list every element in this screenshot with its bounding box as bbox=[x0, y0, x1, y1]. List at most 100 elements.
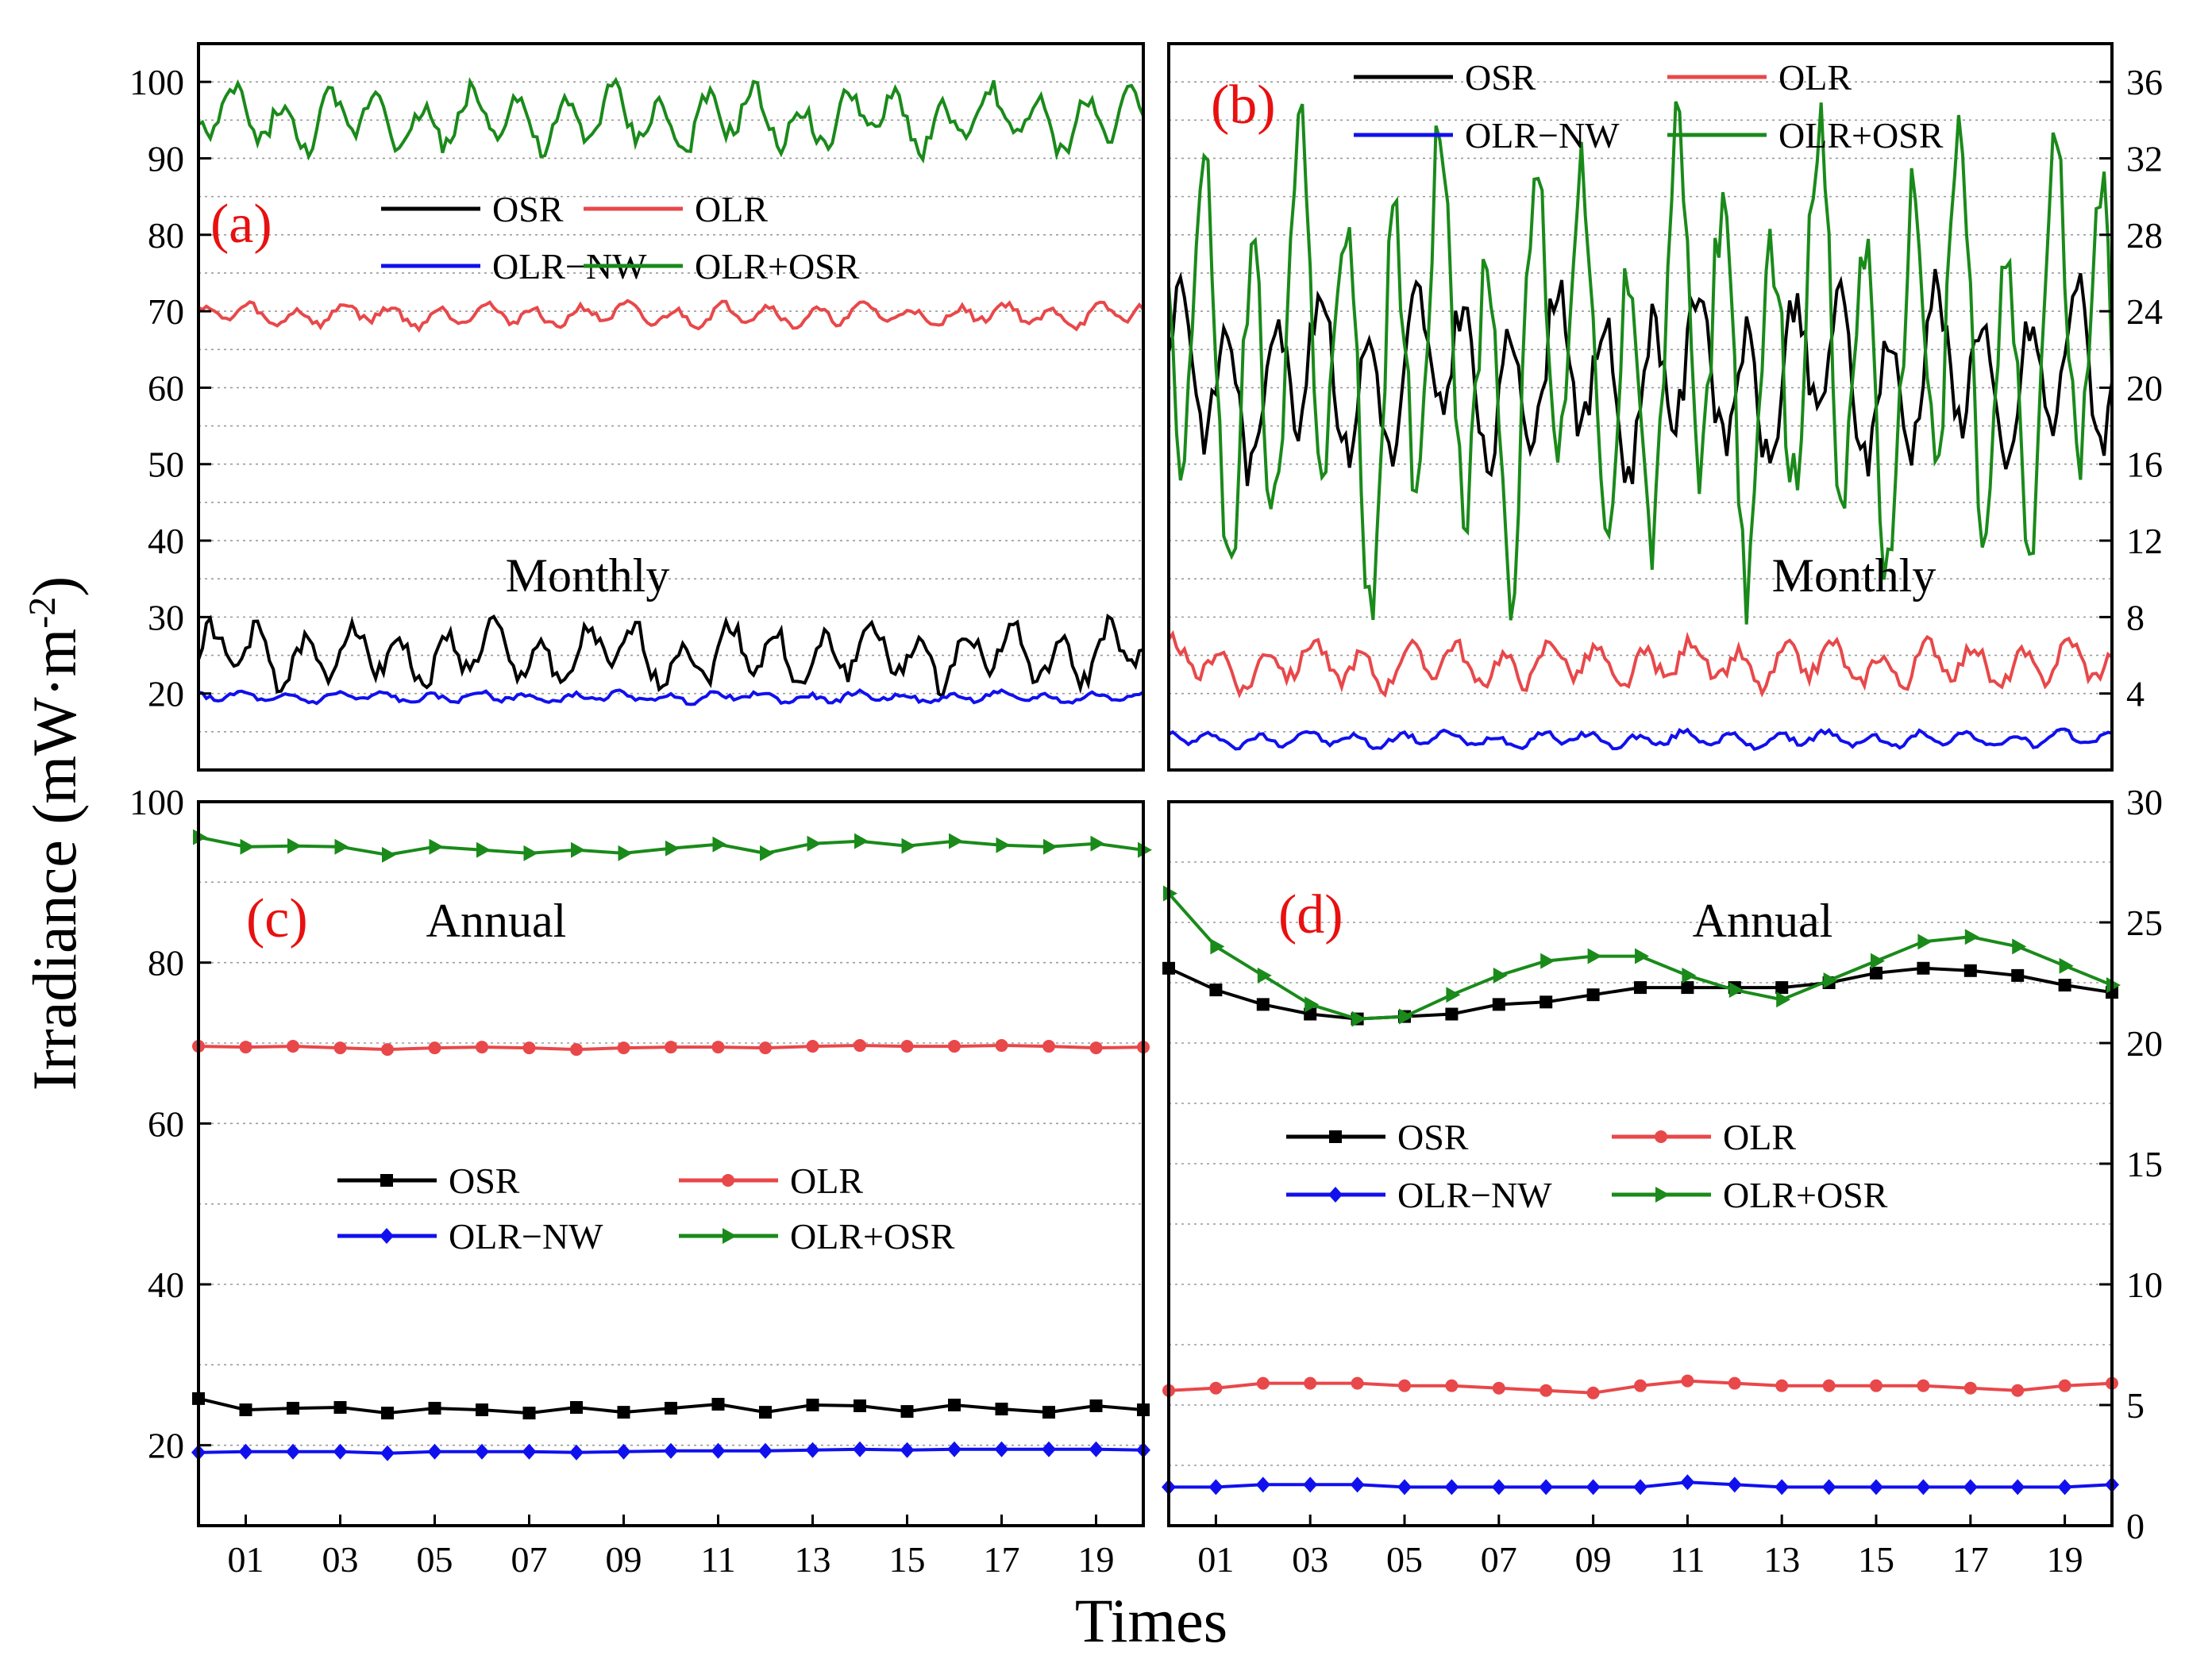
data-point bbox=[617, 1041, 630, 1055]
legend-label: OLR−NW bbox=[1397, 1175, 1552, 1215]
data-point bbox=[1043, 838, 1058, 855]
x-tick-label: 19 bbox=[2047, 1539, 2083, 1580]
data-point bbox=[2011, 968, 2025, 982]
data-point bbox=[239, 1041, 252, 1054]
x-tick-label: 05 bbox=[417, 1539, 453, 1580]
data-point bbox=[1256, 1376, 1270, 1390]
data-point bbox=[1351, 1011, 1366, 1027]
annotation-label: Annual bbox=[426, 895, 567, 947]
y-tick-label: 80 bbox=[148, 943, 184, 984]
panel-label: (a) bbox=[210, 194, 272, 255]
data-point bbox=[1445, 1007, 1459, 1021]
x-tick-label: 13 bbox=[795, 1539, 831, 1580]
data-point bbox=[1586, 988, 1600, 1002]
data-point bbox=[1634, 981, 1647, 995]
x-tick-label: 15 bbox=[1858, 1539, 1894, 1580]
data-point bbox=[333, 1443, 348, 1460]
y-tick-label: 20 bbox=[148, 1426, 184, 1466]
data-point bbox=[900, 1040, 914, 1053]
data-point bbox=[711, 1397, 725, 1411]
data-point bbox=[1963, 1479, 1978, 1496]
data-point bbox=[616, 1443, 631, 1460]
legend-label: OLR bbox=[1723, 1117, 1796, 1157]
data-point bbox=[1089, 1041, 1103, 1055]
y-tick-label: 60 bbox=[148, 1103, 184, 1144]
legend-label: OLR bbox=[790, 1161, 863, 1201]
data-point bbox=[1680, 1474, 1695, 1491]
y-tick-label: 32 bbox=[2126, 138, 2163, 179]
data-point bbox=[1776, 991, 1791, 1008]
y-tick-label: 36 bbox=[2126, 62, 2163, 102]
data-point bbox=[1540, 995, 1553, 1009]
data-point bbox=[523, 845, 538, 861]
data-point bbox=[1491, 1479, 1506, 1496]
data-point bbox=[1209, 984, 1223, 997]
data-point bbox=[570, 1401, 583, 1415]
panel-c: 20 40 60 80 100 01 03 05 07 09 11 13 15 17 19 (c) Annual… bbox=[129, 782, 1152, 1580]
y-tick-label: 5 bbox=[2126, 1385, 2145, 1426]
data-point bbox=[1089, 1399, 1103, 1413]
data-point bbox=[1727, 1476, 1742, 1493]
data-point bbox=[1870, 966, 1883, 980]
data-point bbox=[1445, 1379, 1459, 1392]
data-point bbox=[1682, 967, 1697, 984]
data-point bbox=[1681, 1374, 1694, 1388]
data-point bbox=[428, 1041, 441, 1055]
data-point bbox=[947, 1441, 961, 1457]
panel-b: 4 8 12 16 20 24 28 32 36 (b) Monthly OSR OLR OLR−NW OL… bbox=[1167, 42, 2163, 772]
x-tick-label: 11 bbox=[1670, 1539, 1705, 1580]
data-point bbox=[1587, 948, 1602, 964]
data-point bbox=[1963, 964, 1977, 977]
data-point bbox=[1397, 1479, 1412, 1496]
y-tick-label: 30 bbox=[148, 597, 184, 637]
panel-label: (c) bbox=[246, 888, 308, 949]
data-point bbox=[1303, 1476, 1318, 1493]
data-point bbox=[238, 1443, 253, 1460]
data-point bbox=[948, 1399, 961, 1411]
plot-frame bbox=[197, 800, 1145, 1527]
data-point bbox=[805, 1442, 820, 1458]
y-tick-label: 90 bbox=[148, 138, 184, 179]
x-axis-title: Times bbox=[1075, 1586, 1227, 1655]
data-point bbox=[1822, 1379, 1836, 1392]
data-point bbox=[380, 1445, 395, 1461]
data-point bbox=[1540, 953, 1555, 969]
data-point bbox=[759, 1041, 772, 1055]
panel-label: (b) bbox=[1211, 75, 1276, 136]
data-point bbox=[1586, 1479, 1601, 1496]
series-line-olrplusosr bbox=[1167, 101, 2114, 625]
y-tick-label: 40 bbox=[148, 1265, 184, 1305]
data-point bbox=[1255, 1476, 1270, 1493]
x-tick-label: 13 bbox=[1763, 1539, 1800, 1580]
data-point bbox=[428, 1402, 441, 1415]
x-tick-label: 19 bbox=[1078, 1539, 1115, 1580]
legend-marker bbox=[380, 1174, 393, 1187]
data-point bbox=[807, 835, 822, 852]
series-line-olr-nw bbox=[198, 687, 1145, 706]
x-tick-label: 07 bbox=[511, 1539, 548, 1580]
data-point bbox=[665, 1041, 677, 1054]
data-point bbox=[853, 1441, 867, 1457]
y-tick-label: 70 bbox=[148, 291, 184, 332]
legend-marker bbox=[1329, 1130, 1342, 1143]
data-point bbox=[1728, 982, 1744, 999]
x-tick-label: 15 bbox=[889, 1539, 926, 1580]
legend-label: OLR+OSR bbox=[790, 1216, 955, 1257]
y-tick-label: 50 bbox=[148, 445, 184, 485]
plot-frame bbox=[197, 42, 1145, 772]
annotation-label: Monthly bbox=[1772, 549, 1936, 602]
data-point bbox=[1210, 938, 1225, 955]
series-line-olr bbox=[198, 298, 1145, 333]
legend-marker bbox=[722, 1174, 734, 1187]
data-point bbox=[287, 1040, 299, 1053]
legend-label: OLR+OSR bbox=[1723, 1175, 1888, 1215]
legend-label: OLR bbox=[1778, 57, 1852, 98]
plot-frame bbox=[1167, 42, 2114, 772]
data-point bbox=[381, 1043, 394, 1057]
data-point bbox=[900, 1405, 914, 1419]
data-point bbox=[1089, 1441, 1104, 1457]
data-point bbox=[2011, 1384, 2025, 1397]
